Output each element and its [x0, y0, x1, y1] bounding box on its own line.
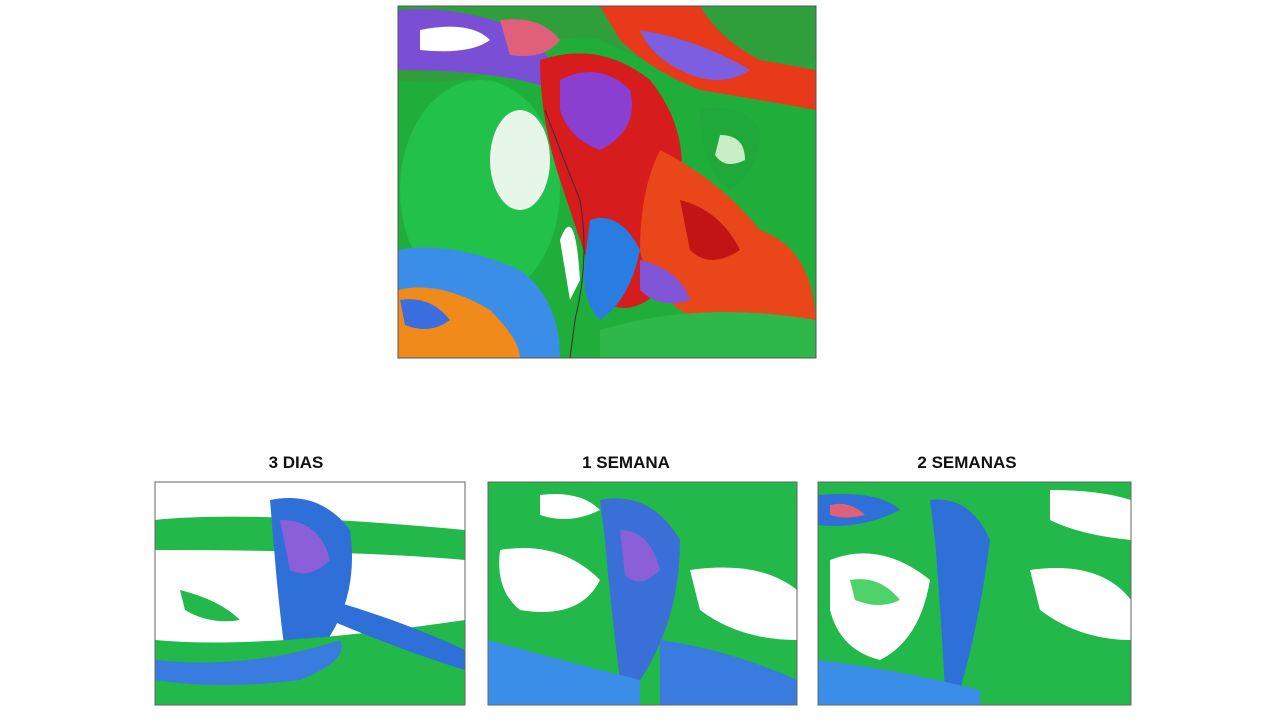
map-3-dias — [155, 482, 465, 705]
panel-label: 2 SEMANAS — [917, 453, 1016, 472]
map-2-semanas — [818, 482, 1131, 705]
map-frame — [487, 481, 798, 706]
panel-label: 1 SEMANA — [582, 453, 670, 472]
main-map-frame — [397, 5, 817, 359]
map-1-semana — [488, 482, 797, 705]
panel-label: 3 DIAS — [269, 453, 324, 472]
main-map — [398, 6, 816, 358]
map-frame — [817, 481, 1132, 706]
map-frame — [154, 481, 466, 706]
